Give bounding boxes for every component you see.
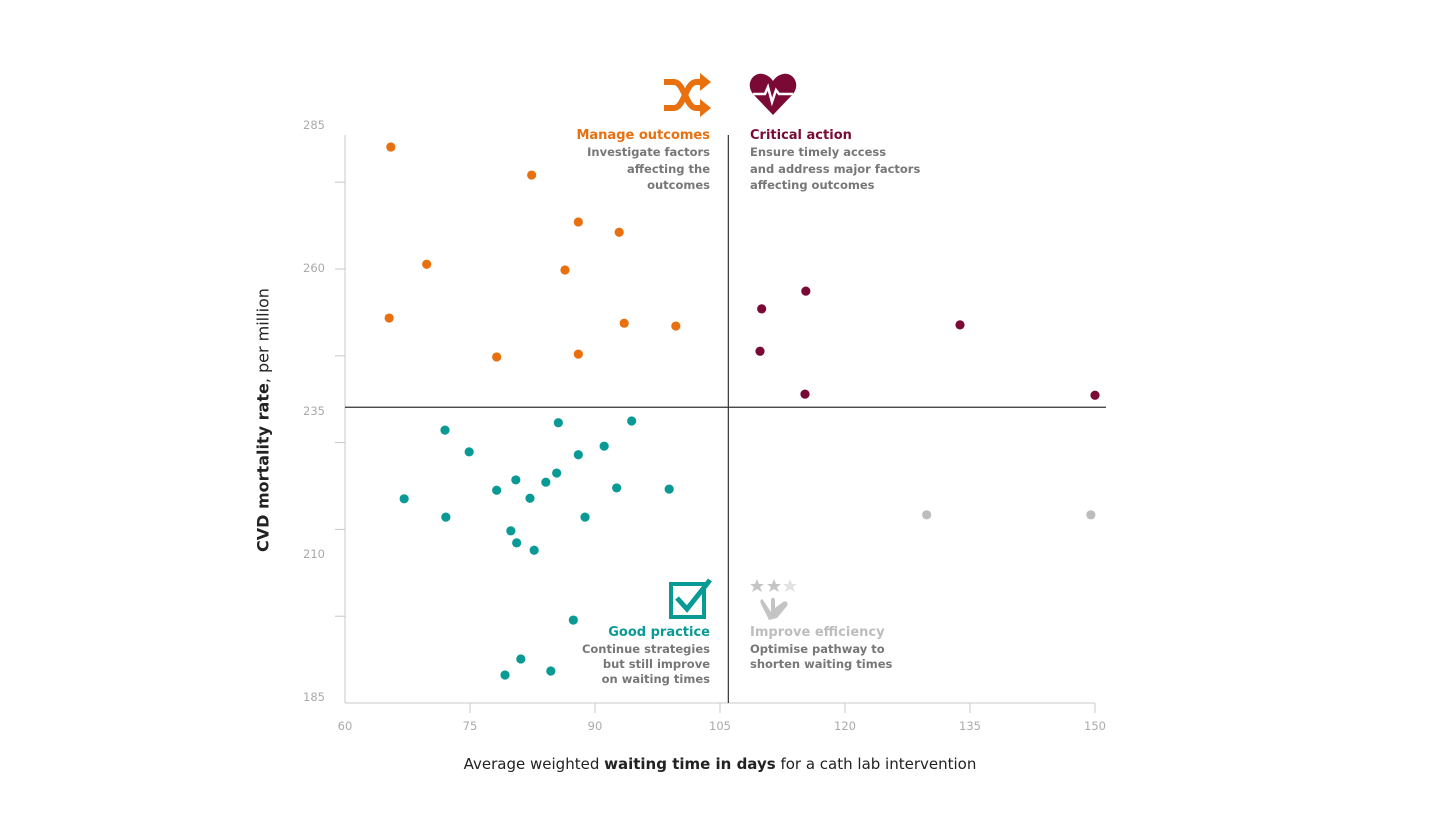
data-point-good [627, 416, 637, 426]
data-point-manage [573, 217, 583, 227]
data-point-good [580, 512, 590, 522]
data-point-good [440, 425, 450, 435]
data-point-manage [384, 313, 394, 323]
data-point-good [399, 494, 409, 504]
data-point-good [506, 526, 516, 536]
data-point-critical [755, 346, 765, 356]
data-point-manage [671, 321, 681, 331]
quadrant-title-good: Good practice [608, 625, 710, 640]
data-point-good [492, 485, 502, 495]
data-point-good [464, 447, 474, 457]
data-point-manage [614, 227, 624, 237]
data-point-critical [800, 389, 810, 399]
quadrant-title-efficiency: Improve efficiency [750, 625, 885, 640]
data-point-good [546, 666, 556, 676]
heartbeat-icon [749, 73, 797, 115]
quadrant-desc-critical: Ensure timely access and address major fa… [750, 145, 921, 192]
quadrant-desc-manage: Investigate factors affecting the outcomes [587, 145, 710, 192]
data-points [384, 142, 1100, 680]
y-tick-label: 260 [303, 261, 325, 275]
data-point-good [568, 615, 578, 625]
data-point-efficiency [922, 510, 932, 520]
data-point-good [511, 475, 521, 485]
data-point-critical [757, 304, 767, 314]
x-tick-label: 135 [959, 719, 981, 733]
data-point-manage [527, 170, 537, 180]
data-point-good [599, 441, 609, 451]
x-tick-label: 60 [338, 719, 353, 733]
quadrant-title-critical: Critical action [750, 128, 852, 143]
x-tick-label: 120 [834, 719, 856, 733]
data-point-manage [422, 259, 432, 269]
y-tick-label: 285 [303, 118, 325, 132]
data-point-good [573, 450, 583, 460]
quadrant-desc-good: Continue strategies but still improve on w… [581, 642, 710, 686]
data-point-good [664, 484, 674, 494]
x-tick-label: 75 [463, 719, 478, 733]
data-point-good [529, 545, 539, 555]
stars-hand-icon [750, 579, 797, 620]
data-point-good [500, 670, 510, 680]
data-point-manage [492, 352, 502, 362]
y-axis-label: CVD mortality rate, per million [253, 288, 273, 552]
x-tick-label: 90 [588, 719, 603, 733]
y-tick-label: 235 [303, 404, 325, 418]
quadrant-title-manage: Manage outcomes [576, 128, 710, 143]
data-point-good [541, 477, 551, 487]
shuffle-icon [664, 73, 711, 117]
data-point-manage [386, 142, 396, 152]
quadrant-desc-efficiency: Optimise pathway to shorten waiting times [750, 642, 893, 671]
y-tick-label: 210 [303, 547, 325, 561]
data-point-good [552, 468, 562, 478]
data-point-good [512, 538, 522, 548]
x-tick-label: 105 [709, 719, 731, 733]
data-point-good [553, 418, 563, 428]
data-point-good [612, 483, 622, 493]
data-point-manage [560, 265, 570, 275]
data-point-manage [573, 349, 583, 359]
axes [344, 135, 1106, 704]
y-tick-label: 185 [303, 690, 325, 704]
checkbox-icon [669, 578, 712, 619]
data-point-critical [801, 286, 811, 296]
data-point-good [441, 512, 451, 522]
x-tick-label: 150 [1084, 719, 1106, 733]
data-point-manage [619, 318, 629, 328]
data-point-good [525, 493, 535, 503]
data-point-critical [1090, 390, 1100, 400]
x-axis-label: Average weighted waiting time in days fo… [463, 755, 977, 773]
data-point-good [516, 654, 526, 664]
ticks: 60 75 90 105 120 135 150 185 210 235 260 285 [303, 118, 1106, 733]
data-point-efficiency [1086, 510, 1096, 520]
data-point-critical [955, 320, 965, 330]
